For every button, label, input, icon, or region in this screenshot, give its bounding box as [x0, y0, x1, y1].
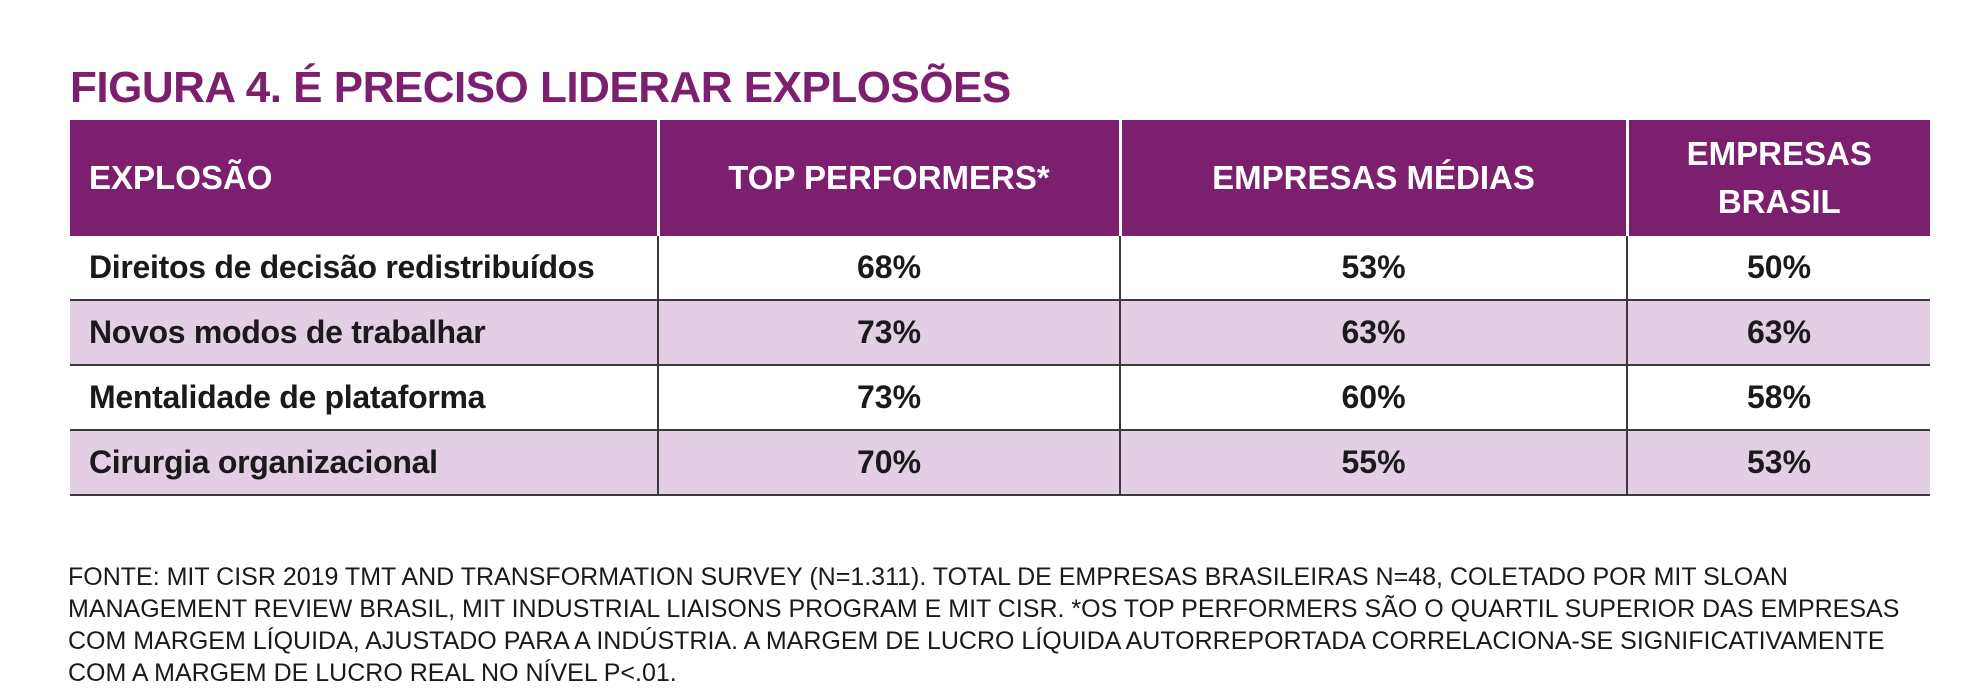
row-label: Cirurgia organizacional — [70, 430, 658, 496]
cell-empresas-medias: 53% — [1119, 236, 1627, 301]
cell-top-performers: 70% — [657, 430, 1120, 496]
cell-empresas-brasil: 58% — [1626, 365, 1930, 431]
cell-empresas-medias: 60% — [1119, 365, 1627, 431]
column-header-explosao: EXPLOSÃO — [70, 120, 658, 236]
column-header-empresas-brasil-line1: EMPRESAS — [1686, 135, 1872, 173]
cell-empresas-medias: 55% — [1119, 430, 1627, 496]
cell-empresas-brasil: 63% — [1626, 300, 1930, 366]
row-label: Mentalidade de plataforma — [70, 365, 658, 431]
header-row: EXPLOSÃO TOP PERFORMERS* EMPRESAS MÉDIAS… — [70, 120, 1930, 236]
cell-top-performers: 73% — [657, 365, 1120, 431]
table-row: Cirurgia organizacional 70% 55% 53% — [70, 430, 1930, 496]
source-footnote: FONTE: MIT CISR 2019 TMT AND TRANSFORMAT… — [68, 563, 1900, 687]
table-row: Direitos de decisão redistribuídos 68% 5… — [70, 236, 1930, 301]
cell-empresas-medias: 63% — [1119, 300, 1627, 366]
column-header-empresas-brasil-line2: BRASIL — [1717, 183, 1841, 220]
cell-empresas-brasil: 53% — [1626, 430, 1930, 496]
table-row: Mentalidade de plataforma 73% 60% 58% — [70, 365, 1930, 431]
data-table: EXPLOSÃO TOP PERFORMERS* EMPRESAS MÉDIAS… — [70, 120, 1930, 496]
column-header-top-performers: TOP PERFORMERS* — [656, 120, 1120, 236]
column-header-empresas-brasil: EMPRESAS BRASIL — [1625, 120, 1930, 236]
column-header-empresas-medias: EMPRESAS MÉDIAS — [1118, 120, 1627, 236]
cell-empresas-brasil: 50% — [1626, 236, 1930, 301]
cell-top-performers: 73% — [657, 300, 1120, 366]
figure-title: FIGURA 4. É PRECISO LIDERAR EXPLOSÕES — [70, 63, 1011, 113]
table-row: Novos modos de trabalhar 73% 63% 63% — [70, 300, 1930, 366]
row-label: Direitos de decisão redistribuídos — [70, 236, 658, 301]
row-label: Novos modos de trabalhar — [70, 300, 658, 366]
cell-top-performers: 68% — [657, 236, 1120, 301]
